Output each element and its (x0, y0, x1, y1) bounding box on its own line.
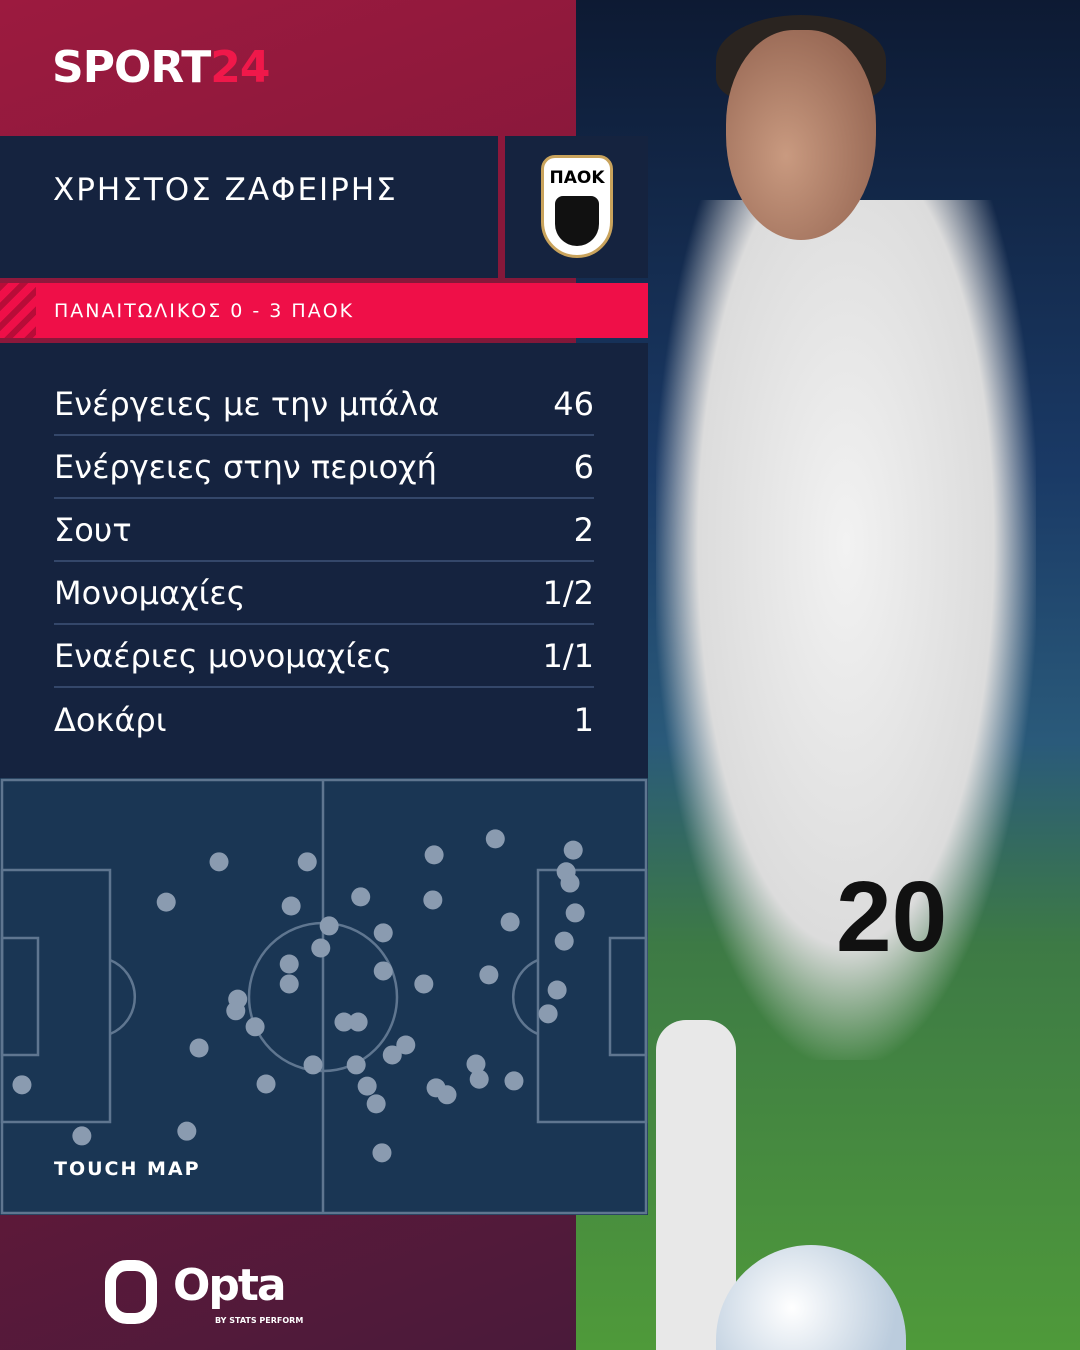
stat-label: Ενέργειες στην περιοχή (54, 447, 437, 486)
stat-row: Ενέργειες με την μπάλα 46 (54, 373, 594, 436)
touch-dot (563, 840, 583, 860)
player-leg (656, 1020, 736, 1350)
stat-label: Ενέργειες με την μπάλα (54, 384, 440, 423)
touch-dot (311, 938, 331, 958)
touch-dot (382, 1045, 402, 1065)
touch-dot (485, 829, 505, 849)
touch-dot (297, 852, 317, 872)
touch-dot (189, 1038, 209, 1058)
touch-dot (466, 1054, 486, 1074)
touch-dot (554, 931, 574, 951)
touch-dot (479, 965, 499, 985)
touch-dot (12, 1075, 32, 1095)
touch-dot (334, 1012, 354, 1032)
stat-label: Δοκάρι (54, 700, 167, 739)
touch-dot (560, 873, 580, 893)
opta-subtitle: BY STATS PERFORM (215, 1316, 304, 1325)
stat-row: Εναέριες μονομαχίες 1/1 (54, 625, 594, 688)
touch-dot (226, 1001, 246, 1021)
touch-dot (538, 1004, 558, 1024)
paok-crest-icon: ΠΑΟΚ (541, 155, 613, 258)
touch-dot (373, 923, 393, 943)
touch-dot (437, 1085, 457, 1105)
touch-dot (414, 974, 434, 994)
match-bar (0, 283, 648, 338)
touch-dot (279, 954, 299, 974)
player-body (656, 200, 1036, 1060)
eagle-icon (555, 196, 599, 246)
logo-accent: 24 (210, 42, 270, 93)
opta-logo: Opta BY STATS PERFORM (105, 1260, 325, 1332)
touch-dot (357, 1076, 377, 1096)
stat-value: 6 (573, 447, 594, 486)
touch-dot (72, 1126, 92, 1146)
opta-wordmark: Opta (173, 1260, 287, 1311)
stat-row: Ενέργειες στην περιοχή 6 (54, 436, 594, 499)
player-photo: 20 (576, 0, 1080, 1350)
stat-value: 1/2 (542, 573, 595, 612)
left-six-yard-box (0, 936, 40, 1057)
stat-row: Μονομαχίες 1/2 (54, 562, 594, 625)
stat-label: Μονομαχίες (54, 573, 246, 612)
touch-dot (504, 1071, 524, 1091)
touch-dot (348, 1012, 368, 1032)
sport24-logo: SPORT24 (52, 42, 271, 93)
stats-panel: Ενέργειες με την μπάλα 46 Ενέργειες στην … (0, 343, 648, 778)
right-six-yard-box (608, 936, 648, 1057)
touch-dot (281, 896, 301, 916)
stat-value: 1/1 (542, 636, 595, 675)
stat-value: 46 (553, 384, 594, 423)
touch-dot (500, 912, 520, 932)
touch-dot (547, 980, 567, 1000)
football (716, 1245, 906, 1350)
shirt-number: 20 (836, 861, 948, 973)
touch-dot (209, 852, 229, 872)
touch-dot (256, 1074, 276, 1094)
touch-dot (319, 916, 339, 936)
stat-row: Δοκάρι 1 (54, 688, 594, 751)
crest-text: ΠΑΟΚ (549, 168, 605, 188)
touch-dot (424, 845, 444, 865)
player-name: ΧΡΗΣΤΟΣ ΖΑΦΕΙΡΗΣ (53, 172, 398, 208)
touch-dot (373, 961, 393, 981)
touch-dot (423, 890, 443, 910)
touch-dot (245, 1017, 265, 1037)
touch-dot (303, 1055, 323, 1075)
opta-mark-icon (105, 1260, 157, 1324)
logo-main: SPORT (52, 42, 211, 93)
stat-label: Εναέριες μονομαχίες (54, 636, 393, 675)
stripe-decoration (0, 283, 36, 338)
touch-dot (396, 1035, 416, 1055)
touch-dot (565, 903, 585, 923)
touch-map-pitch (0, 778, 648, 1215)
stat-label: Σουτ (54, 510, 132, 549)
stat-value: 2 (573, 510, 594, 549)
touch-dot (372, 1143, 392, 1163)
touch-dot (279, 974, 299, 994)
right-penalty-arc (511, 958, 539, 1036)
touch-dot (366, 1094, 386, 1114)
left-penalty-arc (109, 958, 137, 1036)
stat-value: 1 (573, 700, 594, 739)
touch-map-label: TOUCH MAP (54, 1158, 201, 1180)
match-result: ΠΑΝΑΙΤΩΛΙΚΟΣ 0 - 3 ΠΑΟΚ (54, 300, 355, 322)
touch-dot (156, 892, 176, 912)
touch-dot (469, 1069, 489, 1089)
player-head (726, 30, 876, 240)
stat-row: Σουτ 2 (54, 499, 594, 562)
player-name-box (0, 136, 498, 278)
touch-dot (177, 1121, 197, 1141)
touch-dot (351, 887, 371, 907)
touch-dot (346, 1055, 366, 1075)
